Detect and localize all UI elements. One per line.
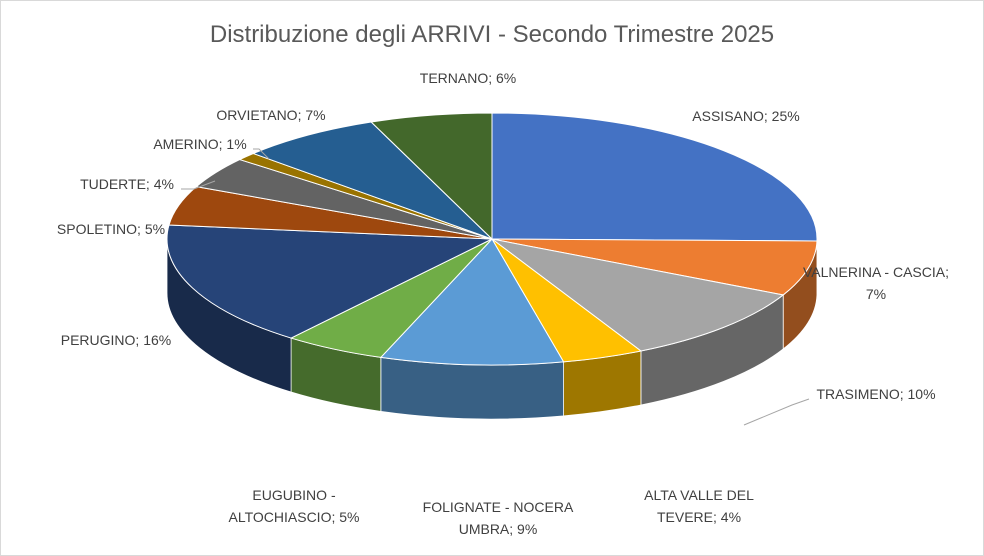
data-label: ASSISANO; 25% [692, 108, 799, 124]
data-label: ALTA VALLE DEL TEVERE; 4% [644, 487, 754, 525]
pie-slice-5 [379, 238, 565, 366]
pie-slice-2 [491, 238, 818, 296]
data-label: FOLIGNATE - NOCERA UMBRA; 9% [423, 499, 574, 537]
pie-slice-1 [491, 112, 818, 242]
data-label-line: TUDERTE; 4% [80, 176, 174, 192]
data-label: TERNANO; 6% [420, 70, 516, 86]
data-label-line: TERNANO; 6% [420, 70, 516, 86]
data-label: EUGUBINO - ALTOCHIASCIO; 5% [229, 487, 360, 525]
data-label-line: ASSISANO; 25% [692, 108, 799, 124]
data-label-line: PERUGINO; 16% [61, 332, 171, 348]
data-label-line: 7% [866, 286, 886, 302]
data-label-line: FOLIGNATE - NOCERA [423, 499, 574, 515]
data-label-line: UMBRA; 9% [459, 521, 538, 537]
data-label: ORVIETANO; 7% [216, 107, 325, 123]
data-label-line: ALTA VALLE DEL [644, 487, 754, 503]
data-label-line: EUGUBINO - [252, 487, 336, 503]
data-label-line: TRASIMENO; 10% [816, 386, 935, 402]
data-label: AMERINO; 1% [153, 136, 246, 152]
data-label: TUDERTE; 4% [80, 176, 174, 192]
data-label-line: TEVERE; 4% [657, 509, 741, 525]
pie-slices [166, 112, 818, 366]
data-label-line: ALTOCHIASCIO; 5% [229, 509, 360, 525]
data-label-line: SPOLETINO; 5% [57, 221, 165, 237]
data-labels: ASSISANO; 25% VALNERINA - CASCIA; 7% TRASIM… [57, 70, 949, 537]
chart-title: Distribuzione degli ARRIVI - Secondo Tri… [209, 21, 775, 48]
leader-line [181, 180, 216, 190]
pie-side-5 [380, 356, 565, 420]
data-label: TRASIMENO; 10% [816, 386, 935, 402]
data-label-line: VALNERINA - CASCIA; [803, 264, 949, 280]
pie-slice-12 [370, 112, 493, 241]
leader-line [743, 398, 810, 426]
pie-slice-3 [491, 238, 785, 352]
data-label: SPOLETINO; 5% [57, 221, 165, 237]
pie-slice-7 [166, 224, 493, 339]
pie-side-walls [166, 238, 818, 420]
data-label-line: ORVIETANO; 7% [216, 107, 325, 123]
data-label-line: AMERINO; 1% [153, 136, 246, 152]
leader-line [253, 148, 270, 160]
pie-slice-11 [251, 121, 493, 240]
data-label: VALNERINA - CASCIA; 7% [803, 264, 949, 302]
data-label: PERUGINO; 16% [61, 332, 171, 348]
